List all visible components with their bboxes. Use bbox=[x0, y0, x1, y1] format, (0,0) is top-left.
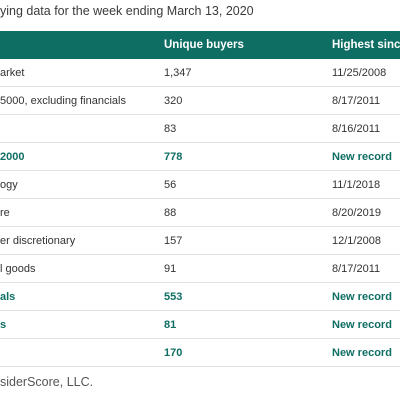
row-label: re bbox=[0, 207, 10, 219]
table-body: arket 1,347 11/25/2008 5000, excluding fina… bbox=[0, 59, 400, 367]
table-row: ogy 56 11/1/2018 bbox=[0, 171, 400, 199]
header-unique-buyers: Unique buyers bbox=[164, 39, 244, 51]
table-header: Unique buyers Highest since bbox=[0, 31, 400, 59]
row-label: 5000, excluding financials bbox=[0, 95, 126, 107]
source-note: siderScore, LLC. bbox=[0, 375, 94, 389]
table-row: 5000, excluding financials 320 8/17/2011 bbox=[0, 87, 400, 115]
row-highest-since: 12/1/2008 bbox=[332, 235, 381, 247]
row-unique-buyers: 91 bbox=[164, 263, 177, 275]
row-label: er discretionary bbox=[0, 235, 76, 247]
row-highest-since: New record bbox=[332, 151, 392, 163]
table-row: re 88 8/20/2019 bbox=[0, 199, 400, 227]
row-unique-buyers: 320 bbox=[164, 95, 183, 107]
row-highest-since: 8/17/2011 bbox=[332, 95, 381, 107]
table-row: als 553 New record bbox=[0, 283, 400, 311]
row-label: 2000 bbox=[0, 151, 25, 163]
table-row: s 81 New record bbox=[0, 311, 400, 339]
table-row: arket 1,347 11/25/2008 bbox=[0, 59, 400, 87]
row-highest-since: New record bbox=[332, 291, 392, 303]
row-highest-since: New record bbox=[332, 347, 392, 359]
row-label: s bbox=[0, 319, 7, 331]
table-subtitle: ying data for the week ending March 13, … bbox=[0, 4, 254, 18]
row-highest-since: New record bbox=[332, 319, 392, 331]
row-label: arket bbox=[0, 67, 25, 79]
insider-buying-table: Unique buyers Highest since arket 1,347 11… bbox=[0, 31, 400, 367]
row-highest-since: 11/25/2008 bbox=[332, 67, 387, 79]
row-label: als bbox=[0, 291, 16, 303]
row-unique-buyers: 170 bbox=[164, 347, 183, 359]
row-highest-since: 11/1/2018 bbox=[332, 179, 381, 191]
row-unique-buyers: 1,347 bbox=[164, 67, 192, 79]
row-unique-buyers: 56 bbox=[164, 179, 177, 191]
header-highest-since: Highest since bbox=[332, 39, 400, 51]
table-row: 2000 778 New record bbox=[0, 143, 400, 171]
row-unique-buyers: 553 bbox=[164, 291, 183, 303]
table-row: er discretionary 157 12/1/2008 bbox=[0, 227, 400, 255]
table-row: l goods 91 8/17/2011 bbox=[0, 255, 400, 283]
row-highest-since: 8/16/2011 bbox=[332, 123, 381, 135]
row-unique-buyers: 778 bbox=[164, 151, 183, 163]
row-label: ogy bbox=[0, 179, 18, 191]
table-row: 83 8/16/2011 bbox=[0, 115, 400, 143]
row-unique-buyers: 81 bbox=[164, 319, 177, 331]
row-unique-buyers: 83 bbox=[164, 123, 177, 135]
table-row: 170 New record bbox=[0, 339, 400, 367]
row-highest-since: 8/17/2011 bbox=[332, 263, 381, 275]
row-label: l goods bbox=[0, 263, 36, 275]
row-highest-since: 8/20/2019 bbox=[332, 207, 381, 219]
row-unique-buyers: 157 bbox=[164, 235, 183, 247]
row-unique-buyers: 88 bbox=[164, 207, 177, 219]
